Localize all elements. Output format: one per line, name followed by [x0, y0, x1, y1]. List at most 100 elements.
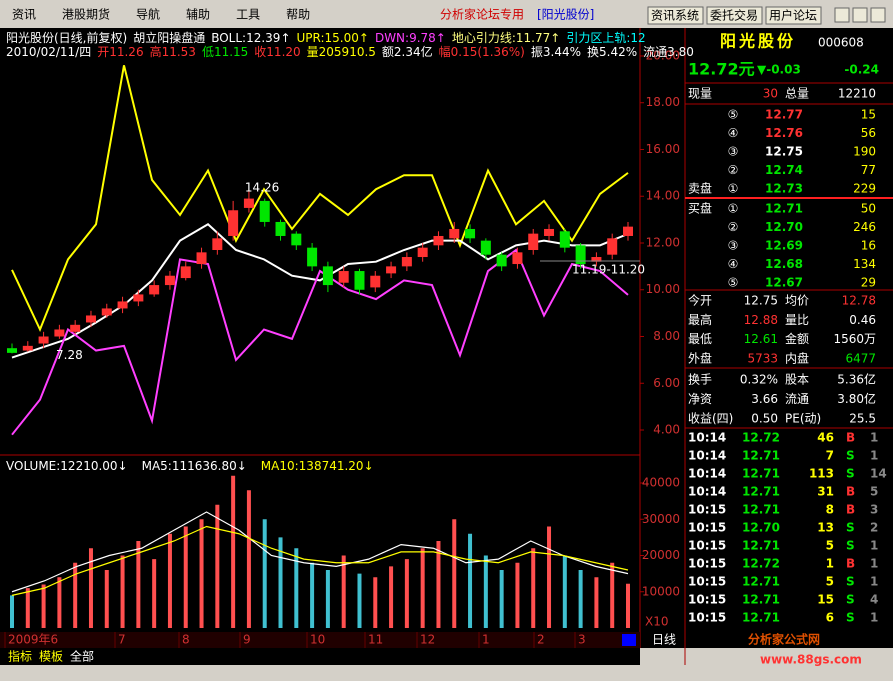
x-tick-label: 12	[420, 633, 435, 647]
level-price: 12.73	[765, 182, 803, 196]
menu-item[interactable]: 港股期货	[62, 7, 110, 22]
side-label: 买盘	[688, 201, 712, 216]
stat-label: 最低	[688, 332, 712, 346]
level-price: 12.67	[765, 276, 803, 290]
y-tick-label: 20000	[642, 548, 680, 562]
trade-time: 10:14	[688, 431, 726, 445]
volume-bar	[278, 537, 283, 628]
volume-bar	[468, 533, 473, 628]
candle-body	[559, 231, 570, 248]
menu-item[interactable]: 帮助	[286, 8, 310, 22]
header-segment: 阳光股份(日线,前复权)	[6, 30, 127, 45]
trade-side: B	[846, 485, 855, 499]
button-label[interactable]: 用户论坛	[769, 8, 817, 23]
menu-item[interactable]: 辅助	[186, 8, 210, 22]
volume-bar	[294, 548, 299, 628]
ma-line	[11, 525, 629, 596]
candle-body	[38, 336, 49, 344]
level-price: 12.77	[765, 108, 803, 122]
trade-volume: 113	[809, 467, 834, 481]
stat-value: 3.80亿	[837, 391, 876, 406]
trade-count: 1	[870, 611, 878, 625]
trade-time: 10:15	[688, 557, 726, 571]
candle-body	[133, 294, 144, 302]
trade-price: 12.71	[742, 485, 780, 499]
volume-bar	[626, 583, 630, 628]
trade-price: 12.72	[742, 431, 780, 445]
volume-bar	[136, 541, 141, 628]
scale-label: X10	[645, 615, 669, 629]
window-control[interactable]	[870, 7, 886, 23]
x-tick-label: 10	[310, 633, 325, 647]
trade-side: S	[846, 593, 855, 607]
header-segment: 2010/02/11/四	[6, 45, 91, 59]
ma-line	[11, 511, 629, 593]
volume-bar	[578, 570, 583, 628]
candle-body	[212, 238, 223, 251]
button[interactable]	[706, 6, 763, 25]
candle-body	[149, 285, 160, 295]
stat-label: 内盘	[785, 350, 809, 365]
watermark: 分析家公式网	[748, 632, 820, 647]
trade-side: S	[846, 467, 855, 481]
stock-tag: [阳光股份]	[537, 8, 594, 22]
header-segment: 引力区上轨:12	[566, 31, 645, 45]
level-volume: 190	[853, 145, 876, 159]
window-control[interactable]	[852, 7, 868, 23]
volume-bar	[167, 533, 172, 628]
x-tick-label: 2009年6	[8, 633, 58, 647]
level-volume: 56	[861, 126, 876, 140]
menu-item[interactable]: 资讯	[12, 8, 36, 22]
candle-body	[7, 348, 17, 353]
trade-price: 12.71	[742, 449, 780, 463]
menu-item[interactable]: 导航	[136, 7, 160, 22]
stat-label: 今开	[688, 293, 712, 308]
tab[interactable]: 指标	[8, 649, 32, 664]
trade-price: 12.71	[742, 539, 780, 553]
trade-count: 1	[870, 431, 878, 445]
stat-label: 收益(四)	[688, 411, 733, 425]
stat-label: 量比	[785, 313, 809, 327]
trade-volume: 13	[817, 521, 834, 535]
period-label[interactable]: 日线	[652, 633, 676, 647]
level-volume: 16	[861, 239, 876, 253]
header-segment: DWN:9.78↑	[375, 31, 446, 45]
tab[interactable]: 全部	[70, 649, 94, 664]
header-segment: 收11.20	[254, 45, 300, 59]
trade-side: B	[846, 503, 855, 517]
trade-side: S	[846, 575, 855, 589]
trade-volume: 15	[817, 593, 834, 607]
y-tick-label: 10.00	[646, 282, 680, 296]
stat-value: 5733	[747, 351, 778, 365]
button[interactable]	[647, 6, 704, 25]
stat-label: 均价	[785, 294, 809, 308]
button-label[interactable]: 委托交易	[710, 8, 758, 23]
level-price: 12.74	[765, 163, 803, 177]
y-tick-label: 8.00	[653, 329, 680, 343]
level-volume: 50	[861, 202, 876, 216]
button[interactable]	[765, 6, 822, 25]
candle-body	[70, 324, 81, 332]
stat-value: 6477	[845, 351, 876, 365]
trade-count: 2	[870, 521, 878, 535]
trade-count: 3	[870, 503, 878, 517]
volume-bar	[547, 526, 552, 628]
volume-bar	[562, 555, 567, 628]
candle-body	[259, 200, 270, 222]
x-tick-label: 2	[537, 633, 545, 647]
level-price: 12.71	[765, 202, 803, 216]
chart-header: 阳光股份(日线,前复权) 胡立阳操盘通 BOLL:12.39↑ UPR:15.00↑ D…	[6, 30, 646, 45]
trade-price: 12.71	[742, 503, 780, 517]
trade-time: 10:15	[688, 575, 726, 589]
window-control[interactable]	[834, 7, 850, 23]
trade-count: 1	[870, 449, 878, 463]
button-label[interactable]: 资讯系统	[651, 9, 699, 23]
tab[interactable]: 模板	[39, 650, 63, 664]
level-volume: 15	[861, 108, 876, 122]
menu-item[interactable]: 工具	[236, 8, 260, 22]
candle-body	[354, 271, 365, 290]
volume-bar	[499, 570, 504, 628]
y-tick-label: 6.00	[653, 376, 680, 390]
indicator-line	[11, 248, 629, 436]
